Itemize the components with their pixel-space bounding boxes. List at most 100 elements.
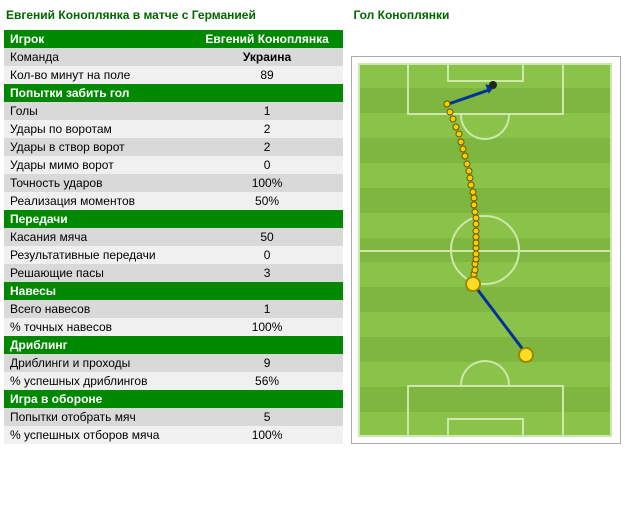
header-row: Игрок Евгений Коноплянка: [4, 30, 343, 48]
right-title: Гол Коноплянки: [351, 4, 621, 30]
row-label: Всего навесов: [4, 300, 191, 318]
row-label: Удары по воротам: [4, 120, 191, 138]
trail-dot: [469, 188, 476, 195]
trail-dot: [444, 101, 451, 108]
pitch-stripe: [358, 337, 612, 362]
row-value: 9: [191, 354, 344, 372]
row-label: Результативные передачи: [4, 246, 191, 264]
trail-dot: [455, 131, 462, 138]
section-label: Игра в обороне: [4, 390, 343, 408]
row-label: Касания мяча: [4, 228, 191, 246]
left-title: Евгений Коноплянка в матче с Германией: [4, 4, 343, 30]
row-value: 50%: [191, 192, 344, 210]
trail-dot: [468, 181, 475, 188]
row-value: 2: [191, 138, 344, 156]
trail-dot: [447, 108, 454, 115]
trail-dot: [465, 167, 472, 174]
player-dot: [465, 276, 481, 292]
goal-panel: Гол Коноплянки: [351, 4, 621, 444]
row-value: 2: [191, 120, 344, 138]
row-label: Дриблинги и проходы: [4, 354, 191, 372]
row-value: 0: [191, 156, 344, 174]
stats-panel: Евгений Коноплянка в матче с Германией И…: [4, 4, 343, 444]
data-row: Точность ударов100%: [4, 174, 343, 192]
row-label: Точность ударов: [4, 174, 191, 192]
section-row: Передачи: [4, 210, 343, 228]
trail-dot: [467, 174, 474, 181]
row-value: 1: [191, 102, 344, 120]
row-label: Реализация моментов: [4, 192, 191, 210]
data-row: % точных навесов100%: [4, 318, 343, 336]
row-value: 56%: [191, 372, 344, 390]
header-col1: Игрок: [4, 30, 191, 48]
pitch-stripe: [358, 188, 612, 213]
row-value: 50: [191, 228, 344, 246]
row-value: 5: [191, 408, 344, 426]
section-row: Попытки забить гол: [4, 84, 343, 102]
section-label: Попытки забить гол: [4, 84, 343, 102]
trail-dot: [471, 202, 478, 209]
row-label: % точных навесов: [4, 318, 191, 336]
trail-dot: [453, 123, 460, 130]
trail-dot: [458, 138, 465, 145]
row-value: 89: [191, 66, 344, 84]
trail-dot: [472, 208, 479, 215]
row-value: Украина: [191, 48, 344, 66]
goal-dot: [489, 81, 497, 89]
trail-dot: [460, 146, 467, 153]
section-row: Дриблинг: [4, 336, 343, 354]
row-label: Попытки отобрать мяч: [4, 408, 191, 426]
row-value: 100%: [191, 426, 344, 444]
data-row: Дриблинги и проходы9: [4, 354, 343, 372]
trail-dot: [473, 233, 480, 240]
data-row: Удары в створ ворот2: [4, 138, 343, 156]
player-dot: [518, 347, 534, 363]
trail-dot: [472, 215, 479, 222]
row-label: Решающие пасы: [4, 264, 191, 282]
row-value: 1: [191, 300, 344, 318]
row-label: Удары мимо ворот: [4, 156, 191, 174]
data-row: Голы1: [4, 102, 343, 120]
trail-dot: [472, 221, 479, 228]
row-label: Кол-во минут на поле: [4, 66, 191, 84]
section-label: Передачи: [4, 210, 343, 228]
row-label: % успешных дриблингов: [4, 372, 191, 390]
pitch-stripe: [358, 138, 612, 163]
data-row: Решающие пасы3: [4, 264, 343, 282]
center-circle: [450, 215, 520, 285]
data-row: Удары мимо ворот0: [4, 156, 343, 174]
row-label: Команда: [4, 48, 191, 66]
row-label: Удары в створ ворот: [4, 138, 191, 156]
row-label: Голы: [4, 102, 191, 120]
data-row: Удары по воротам2: [4, 120, 343, 138]
trail-dot: [473, 227, 480, 234]
trail-dot: [464, 160, 471, 167]
data-row: Всего навесов1: [4, 300, 343, 318]
pitch-stripe: [358, 312, 612, 337]
pitch-box: [447, 63, 523, 82]
row-value: 0: [191, 246, 344, 264]
data-row: Попытки отобрать мяч5: [4, 408, 343, 426]
data-row: Результативные передачи0: [4, 246, 343, 264]
section-label: Дриблинг: [4, 336, 343, 354]
row-value: 3: [191, 264, 344, 282]
row-label: % успешных отборов мяча: [4, 426, 191, 444]
data-row: Реализация моментов50%: [4, 192, 343, 210]
row-value: 100%: [191, 174, 344, 192]
pitch-diagram: [358, 63, 612, 437]
trail-dot: [462, 153, 469, 160]
pitch-wrapper: [351, 56, 621, 444]
pitch-box: [447, 418, 523, 437]
pitch-stripe: [358, 163, 612, 188]
section-row: Навесы: [4, 282, 343, 300]
data-row: Касания мяча50: [4, 228, 343, 246]
data-row: Кол-во минут на поле89: [4, 66, 343, 84]
data-row: КомандаУкраина: [4, 48, 343, 66]
trail-dot: [470, 195, 477, 202]
trail-dot: [450, 116, 457, 123]
data-row: % успешных отборов мяча100%: [4, 426, 343, 444]
row-value: 100%: [191, 318, 344, 336]
section-row: Игра в обороне: [4, 390, 343, 408]
stats-table: Игрок Евгений Коноплянка КомандаУкраинаК…: [4, 30, 343, 444]
section-label: Навесы: [4, 282, 343, 300]
